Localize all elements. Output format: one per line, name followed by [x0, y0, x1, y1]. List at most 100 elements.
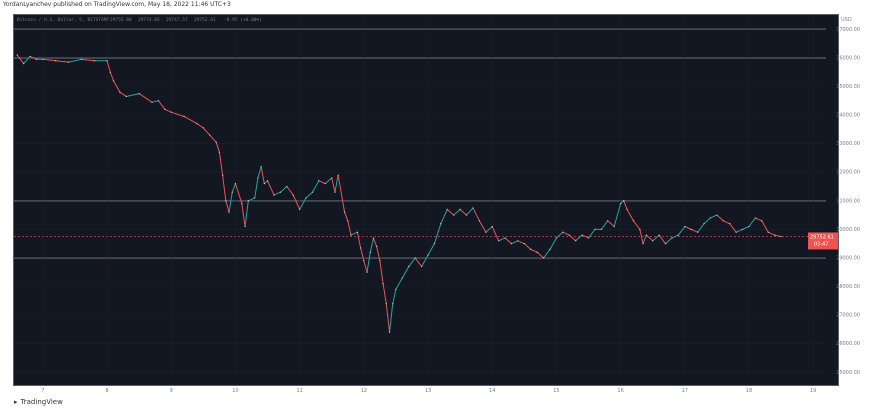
price-point [645, 234, 647, 236]
price-segment [414, 257, 423, 267]
price-segment [755, 217, 763, 222]
y-axis: 25000.00 26000.00 27000.00 28000.00 29000.00… [14, 27, 860, 376]
price-segment [55, 60, 69, 63]
chart-area[interactable] [13, 14, 839, 386]
price-point [279, 191, 281, 193]
price-segment [318, 180, 326, 185]
price-point [504, 237, 506, 239]
y-tick-label: 29000.00 [836, 255, 860, 261]
price-point [632, 220, 635, 222]
price-segment [106, 60, 111, 73]
price-point [369, 251, 371, 253]
price-segment [366, 252, 371, 273]
y-tick-label: 33000.00 [836, 141, 860, 147]
price-segment [639, 229, 644, 244]
x-tick-label: 18 [746, 388, 752, 394]
price-segment [588, 229, 596, 239]
price-segment [29, 55, 37, 60]
price-point [257, 177, 259, 179]
price-point [613, 225, 615, 228]
price-point [196, 123, 198, 125]
price-point [331, 177, 333, 179]
price-point [395, 288, 397, 290]
price-point [536, 251, 538, 253]
price-segment [248, 197, 255, 202]
price-point [664, 243, 667, 245]
price-point [594, 228, 596, 230]
price-segment [164, 108, 172, 113]
price-point [42, 58, 44, 60]
price-point [684, 225, 686, 228]
price-point [260, 165, 262, 168]
price-point [530, 248, 532, 250]
price-point [366, 271, 368, 273]
price-segment [171, 111, 185, 117]
price-point [356, 231, 359, 233]
price-point [453, 214, 455, 216]
price-segment [626, 209, 634, 222]
price-point [372, 237, 375, 239]
price-segment [231, 183, 236, 193]
price-point [138, 93, 140, 95]
price-segment [677, 226, 686, 236]
price-segment [23, 56, 31, 64]
price-point [23, 62, 25, 65]
price-segment [401, 266, 410, 279]
price-segment [485, 226, 493, 233]
price-point [690, 228, 692, 230]
price-point [568, 234, 570, 236]
price-point [106, 60, 108, 62]
tradingview-logo[interactable]: ▸ TradingView [14, 398, 63, 406]
price-point [164, 108, 166, 110]
price-point [363, 260, 365, 262]
price-segment [440, 209, 448, 224]
price-segment [369, 237, 374, 253]
price-point [523, 243, 525, 245]
price-segment [305, 191, 313, 199]
price-segment [575, 234, 583, 242]
price-point [697, 231, 699, 233]
price-point [761, 220, 763, 222]
price-point [748, 225, 750, 228]
price-segment [620, 200, 625, 205]
price-point [209, 134, 211, 136]
price-point [607, 220, 609, 222]
price-point [266, 180, 269, 182]
price-segment [376, 246, 381, 261]
x-tick-label: 17 [682, 388, 688, 394]
legend-open: 29755.88 [110, 17, 132, 23]
price-point [222, 174, 224, 176]
price-segment [607, 220, 615, 227]
price-point [112, 80, 115, 82]
price-segment [536, 251, 544, 259]
price-segment [382, 283, 387, 304]
price-point [626, 208, 628, 210]
price-segment [347, 220, 352, 236]
price-point [376, 245, 378, 248]
price-segment [228, 192, 233, 213]
y-tick-label: 35000.00 [836, 84, 860, 90]
price-segment [119, 91, 127, 97]
x-tick-label: 7 [41, 388, 44, 394]
price-segment [202, 127, 211, 136]
price-point [427, 254, 429, 256]
legend-close: 29752.61 [194, 17, 216, 23]
x-tick-label: 13 [425, 388, 431, 394]
price-point [263, 183, 265, 185]
price-segment [395, 277, 403, 290]
price-point [170, 111, 172, 113]
price-point [414, 257, 416, 259]
price-point [780, 235, 782, 238]
price-point [716, 214, 718, 216]
x-tick-label: 9 [170, 388, 173, 394]
price-segment [244, 200, 249, 227]
price-segment [774, 234, 782, 238]
price-segment [530, 248, 538, 253]
price-segment [761, 220, 769, 233]
price-point [485, 231, 487, 233]
price-segment [218, 152, 224, 176]
axis-currency: USD [841, 17, 852, 23]
price-segment [723, 220, 730, 225]
price-point [619, 203, 622, 205]
price-segment [710, 214, 718, 219]
